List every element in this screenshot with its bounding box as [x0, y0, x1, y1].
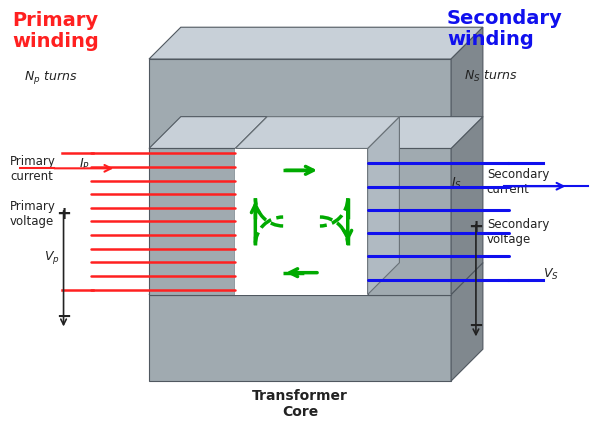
Text: $V_S$: $V_S$ — [543, 267, 559, 282]
Polygon shape — [149, 294, 451, 381]
Text: Transformer
Core: Transformer Core — [252, 389, 348, 419]
Text: +: + — [468, 218, 483, 236]
Text: Primary
current: Primary current — [10, 155, 56, 183]
Polygon shape — [149, 263, 483, 294]
Polygon shape — [149, 59, 451, 148]
Polygon shape — [149, 148, 235, 294]
Text: $N_p$ turns: $N_p$ turns — [24, 69, 77, 86]
Polygon shape — [451, 263, 483, 381]
Polygon shape — [235, 148, 368, 294]
Text: Magnetic
Flux, Φ: Magnetic Flux, Φ — [310, 131, 382, 161]
Polygon shape — [451, 27, 483, 148]
Text: $I_P$: $I_P$ — [79, 157, 90, 172]
Text: −: − — [468, 317, 483, 335]
Text: $I_S$: $I_S$ — [451, 176, 462, 191]
Text: Primary
voltage: Primary voltage — [10, 200, 56, 228]
Text: Secondary
voltage: Secondary voltage — [487, 218, 550, 246]
Polygon shape — [368, 117, 400, 294]
Text: Primary
winding: Primary winding — [12, 11, 99, 51]
Polygon shape — [368, 148, 451, 294]
Polygon shape — [149, 27, 483, 59]
Polygon shape — [451, 117, 483, 294]
Polygon shape — [368, 117, 483, 148]
Text: $V_p$: $V_p$ — [44, 249, 60, 266]
Polygon shape — [235, 117, 400, 148]
Polygon shape — [267, 117, 400, 263]
Text: +: + — [56, 205, 71, 223]
Text: $N_S$ turns: $N_S$ turns — [464, 69, 518, 84]
Text: Secondary
winding: Secondary winding — [447, 9, 563, 49]
Text: Secondary
current: Secondary current — [487, 169, 550, 196]
Text: −: − — [56, 308, 71, 326]
Polygon shape — [149, 117, 267, 148]
Polygon shape — [235, 117, 267, 294]
